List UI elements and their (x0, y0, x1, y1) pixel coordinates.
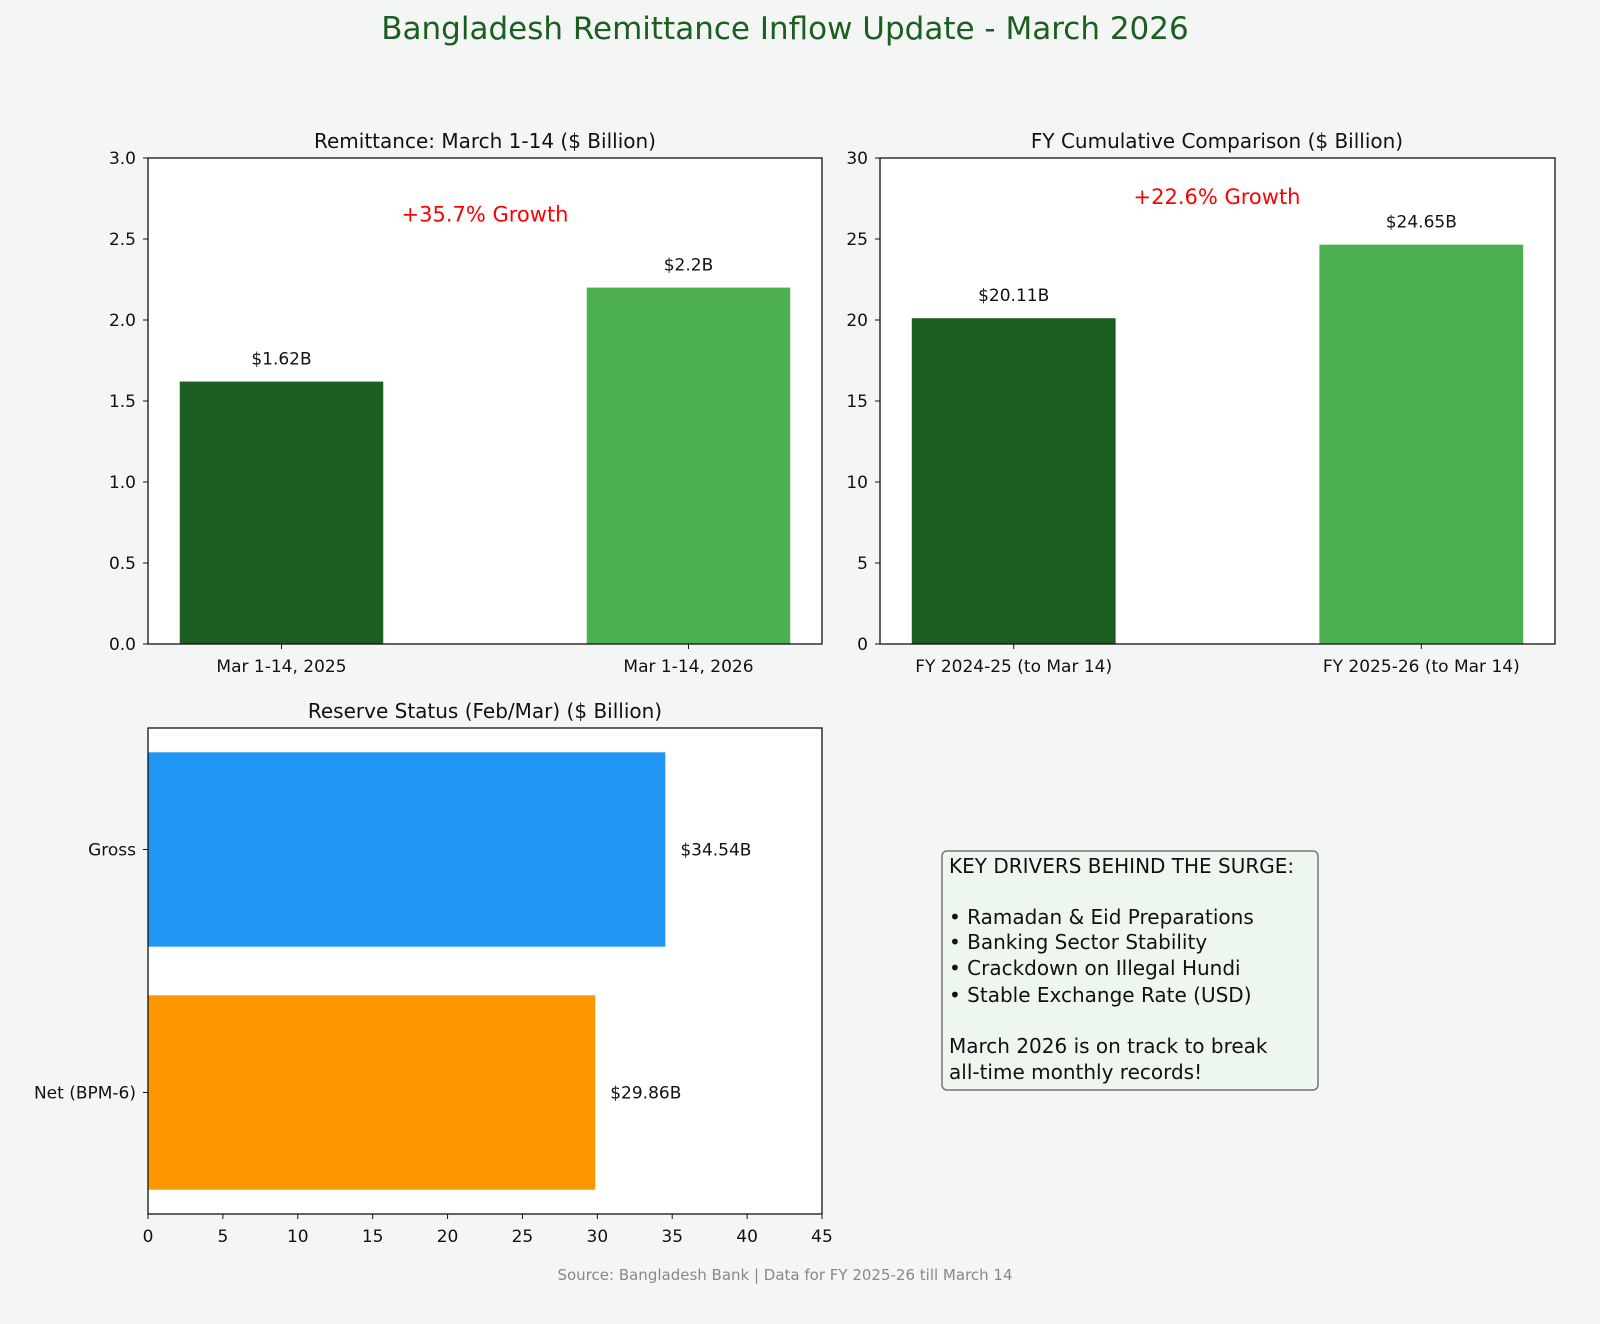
data-label: $29.86B (610, 1084, 681, 1104)
reserve-status-chart: Reserve Status (Feb/Mar) ($ Billion) $34… (34, 699, 833, 1247)
x-tick-label: 40 (736, 1227, 758, 1247)
driver-item: • Crackdown on Illegal Hundi (949, 956, 1241, 980)
x-tick-label: FY 2025-26 (to Mar 14) (1323, 657, 1520, 677)
chart-title: Remittance: March 1-14 ($ Billion) (314, 129, 656, 153)
driver-item: • Stable Exchange Rate (USD) (949, 983, 1252, 1007)
axes-frame (147, 157, 823, 645)
fy-cumulative-chart: FY Cumulative Comparison ($ Billion) $20… (846, 129, 1556, 677)
bar (911, 318, 1116, 644)
x-tick-label: 45 (811, 1227, 833, 1247)
y-tick-label: 15 (846, 392, 868, 412)
data-label: $20.11B (978, 286, 1049, 306)
y-tick-label: 10 (846, 473, 868, 493)
y-tick-label: 1.5 (109, 392, 136, 412)
closing-line: all-time monthly records! (949, 1060, 1202, 1084)
bar (148, 995, 596, 1190)
driver-item: • Banking Sector Stability (949, 930, 1207, 954)
chart-title: Reserve Status (Feb/Mar) ($ Billion) (308, 699, 662, 723)
source-note: Source: Bangladesh Bank | Data for FY 20… (557, 1266, 1012, 1284)
axes-frame (879, 157, 1556, 645)
bar (586, 287, 791, 644)
x-tick-label: Mar 1-14, 2025 (216, 657, 346, 677)
data-label: $2.2B (664, 256, 714, 276)
data-label: $1.62B (251, 350, 311, 370)
closing-line: March 2026 is on track to break (949, 1034, 1268, 1058)
growth-annotation: +35.7% Growth (402, 203, 569, 227)
y-tick-label: 1.0 (109, 473, 136, 493)
info-box-frame (941, 850, 1319, 1091)
y-tick-label: 0 (857, 635, 868, 655)
axes-frame (147, 727, 823, 1215)
chart-title: FY Cumulative Comparison ($ Billion) (1031, 129, 1403, 153)
bar (179, 381, 384, 644)
driver-item: • Ramadan & Eid Preparations (949, 905, 1254, 929)
bar (148, 752, 666, 947)
x-tick-label: 30 (587, 1227, 609, 1247)
bar (1319, 244, 1524, 645)
remittance-march-chart: Remittance: March 1-14 ($ Billion) $1.62… (109, 129, 823, 677)
y-tick-label: 0.5 (109, 554, 136, 574)
y-tick-label: 2.5 (109, 230, 136, 250)
data-label: $24.65B (1386, 213, 1457, 233)
x-tick-label: 0 (143, 1227, 154, 1247)
x-tick-label: 20 (437, 1227, 459, 1247)
x-tick-label: 35 (661, 1227, 683, 1247)
x-tick-label: 10 (287, 1227, 309, 1247)
x-tick-label: 25 (512, 1227, 534, 1247)
x-tick-label: Mar 1-14, 2026 (623, 657, 753, 677)
y-tick-label: 30 (846, 149, 868, 169)
y-tick-label: 5 (857, 554, 868, 574)
y-tick-label: Gross (88, 841, 136, 861)
y-tick-label: 3.0 (109, 149, 136, 169)
y-tick-label: Net (BPM-6) (34, 1084, 136, 1104)
y-tick-label: 25 (846, 230, 868, 250)
figure-title: Bangladesh Remittance Inflow Update - Ma… (381, 11, 1188, 47)
x-tick-label: FY 2024-25 (to Mar 14) (915, 657, 1112, 677)
growth-annotation: +22.6% Growth (1134, 185, 1301, 209)
y-tick-label: 0.0 (109, 635, 136, 655)
x-tick-label: 5 (217, 1227, 228, 1247)
y-tick-label: 20 (846, 311, 868, 331)
data-label: $34.54B (680, 841, 751, 861)
info-box-heading: KEY DRIVERS BEHIND THE SURGE: (949, 854, 1294, 878)
key-drivers-box: KEY DRIVERS BEHIND THE SURGE: • Ramadan … (941, 850, 1319, 1091)
y-tick-label: 2.0 (109, 311, 136, 331)
x-tick-label: 15 (362, 1227, 384, 1247)
